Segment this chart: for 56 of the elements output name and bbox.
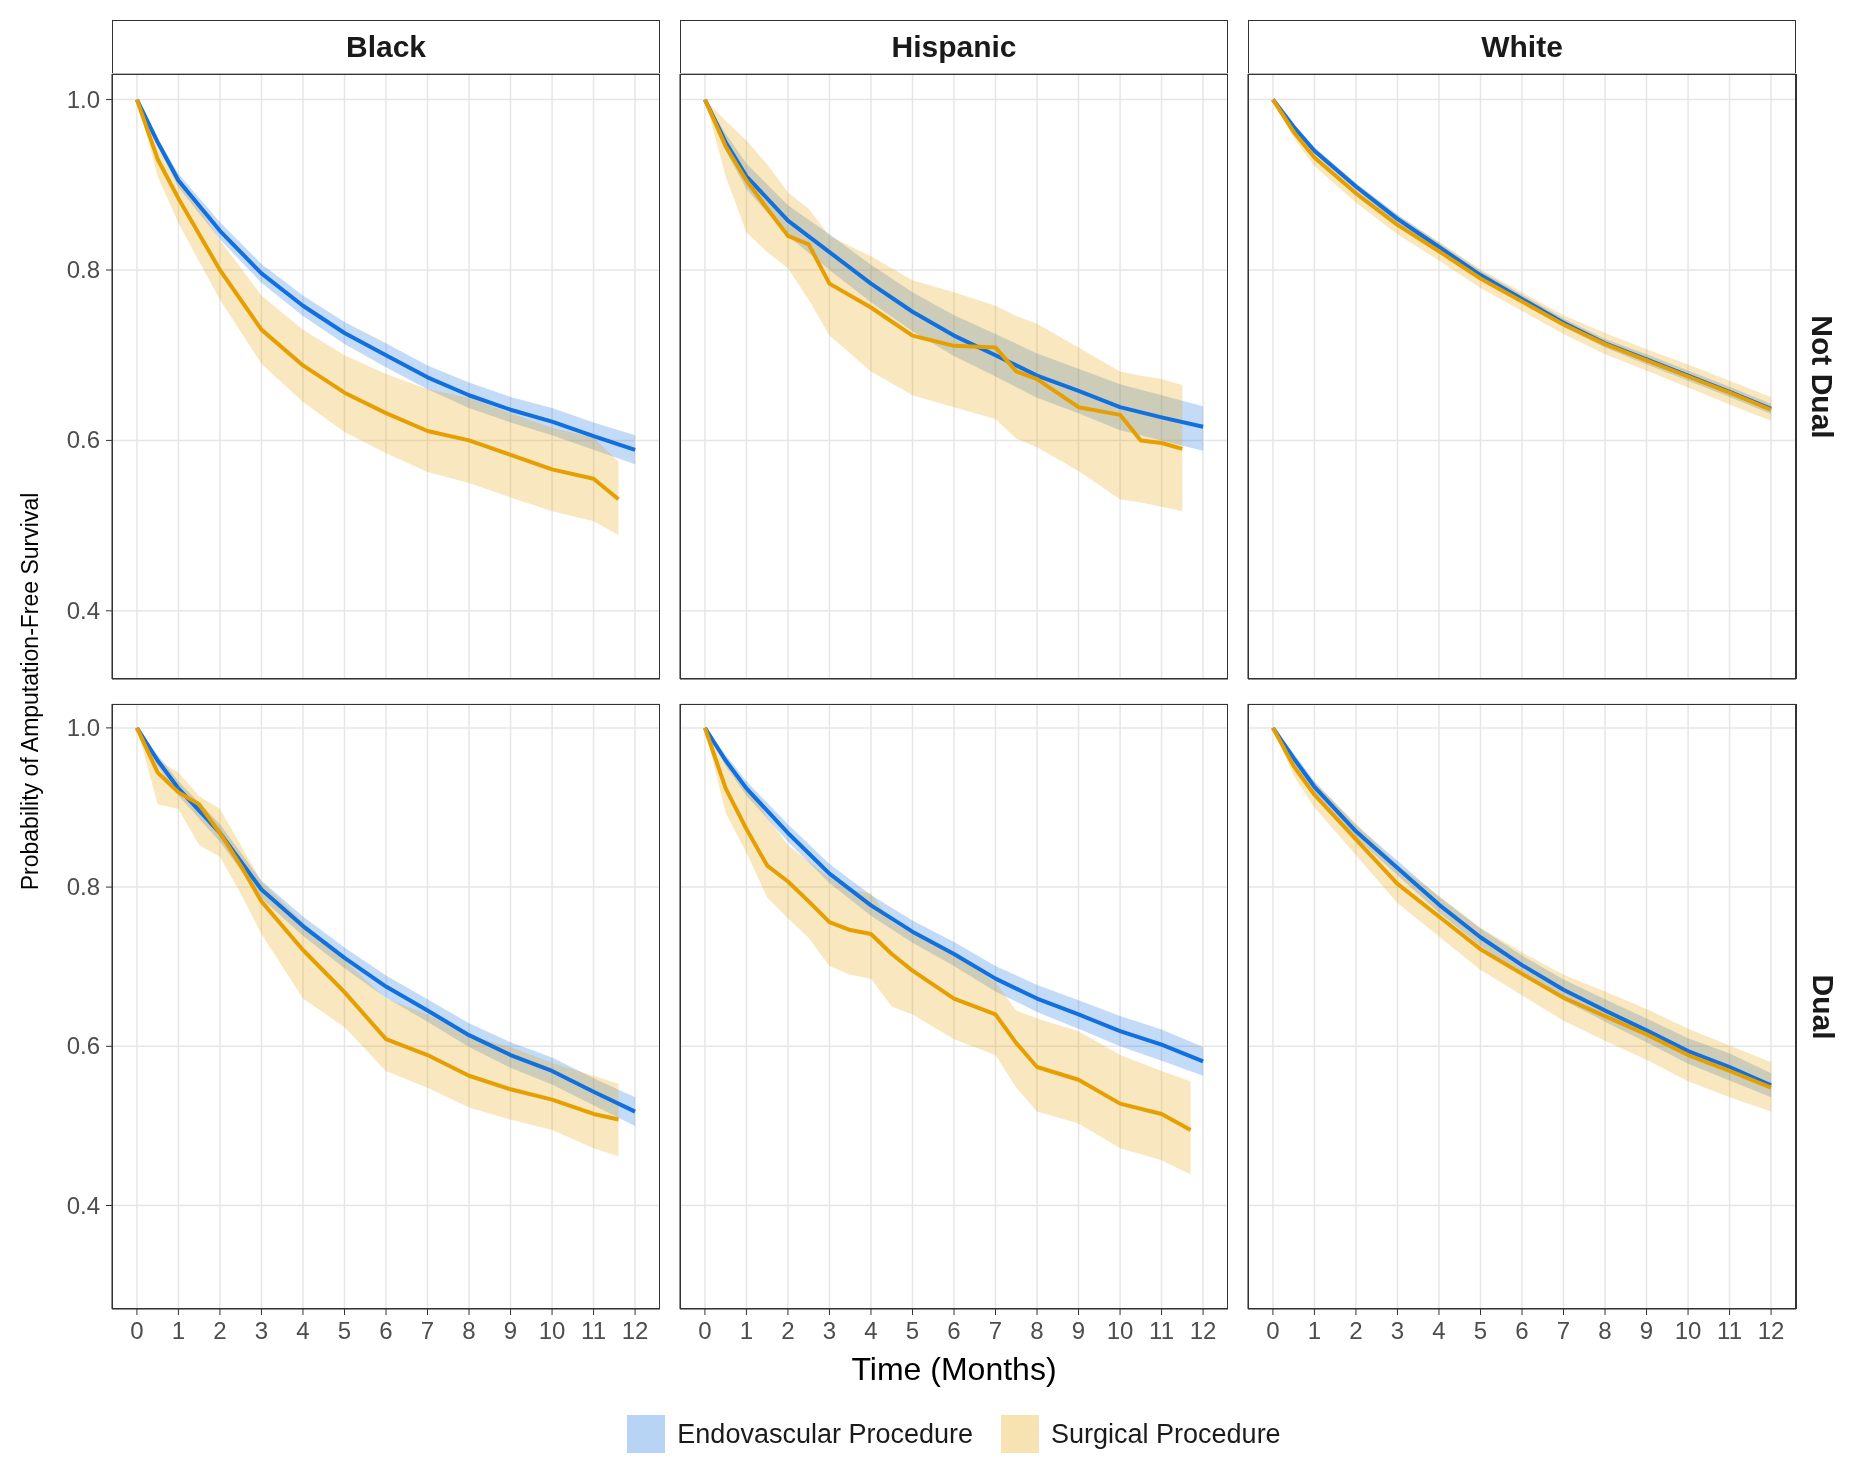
x-tick-label: 8 [1598, 1317, 1612, 1344]
y-tick-label: 0.8 [66, 255, 100, 283]
y2-axis-title: Dual [1805, 973, 1840, 1040]
x-tick-label: 8 [462, 1317, 476, 1344]
x-tick-label: 4 [864, 1317, 878, 1344]
x-tick-label: 0 [130, 1317, 144, 1344]
x-tick-label: 9 [503, 1317, 518, 1344]
x-tick-label: 1 [1307, 1317, 1322, 1344]
x-tick-label: 5 [1473, 1317, 1488, 1344]
x-tick-label: 10 [1674, 1317, 1702, 1344]
chart-title: White [1248, 20, 1796, 74]
y-tick-label: 0.6 [66, 1032, 100, 1060]
chart-title: Black [112, 20, 660, 74]
x-tick-label: 7 [988, 1317, 1003, 1344]
x-tick-label: 2 [781, 1317, 795, 1344]
x-tick-label: 3 [1390, 1317, 1405, 1344]
x-tick-label: 2 [1349, 1317, 1363, 1344]
legend-label: Endovascular Procedure [677, 1418, 974, 1450]
x-tick-label: 11 [581, 1317, 607, 1344]
x-tick-label: 5 [337, 1317, 352, 1344]
x-tick-label: 12 [1189, 1317, 1217, 1344]
x-tick-label: 6 [947, 1317, 961, 1344]
y-tick-label: 0.4 [66, 1191, 100, 1219]
y-tick-label: 0.8 [66, 873, 100, 901]
x-tick-label: 0 [698, 1317, 712, 1344]
x-tick-label: 3 [254, 1317, 269, 1344]
x-tick-label: 9 [1071, 1317, 1086, 1344]
x-tick-label: 6 [1515, 1317, 1529, 1344]
x-tick-label: 1 [739, 1317, 754, 1344]
x-tick-label: 7 [420, 1317, 435, 1344]
x-axis-title: Time (Months) [850, 1351, 1058, 1388]
x-tick-label: 8 [1030, 1317, 1044, 1344]
legend-label: Surgical Procedure [1051, 1418, 1281, 1450]
x-tick-label: 0 [1266, 1317, 1280, 1344]
y-tick-label: 1.0 [66, 713, 100, 741]
x-tick-label: 10 [1106, 1317, 1134, 1344]
x-tick-label: 12 [1757, 1317, 1785, 1344]
y-tick-label: 0.6 [66, 426, 100, 454]
x-tick-label: 10 [538, 1317, 566, 1344]
x-tick-label: 4 [1432, 1317, 1446, 1344]
x-tick-label: 12 [621, 1317, 649, 1344]
y-tick-label: 1.0 [66, 85, 100, 113]
x-tick-label: 11 [1149, 1317, 1175, 1344]
y-axis-title: Probability of Amputation-Free Survival [17, 492, 45, 891]
x-tick-label: 4 [296, 1317, 310, 1344]
x-tick-label: 7 [1556, 1317, 1571, 1344]
chart-title: Hispanic [680, 20, 1228, 74]
x-tick-label: 1 [171, 1317, 186, 1344]
y2-axis-title: Not Dual [1805, 314, 1840, 439]
x-tick-label: 3 [822, 1317, 837, 1344]
x-tick-label: 6 [379, 1317, 393, 1344]
x-tick-label: 2 [213, 1317, 227, 1344]
x-tick-label: 9 [1639, 1317, 1654, 1344]
y-tick-label: 0.4 [66, 596, 100, 624]
x-tick-label: 11 [1717, 1317, 1743, 1344]
x-tick-label: 5 [905, 1317, 920, 1344]
